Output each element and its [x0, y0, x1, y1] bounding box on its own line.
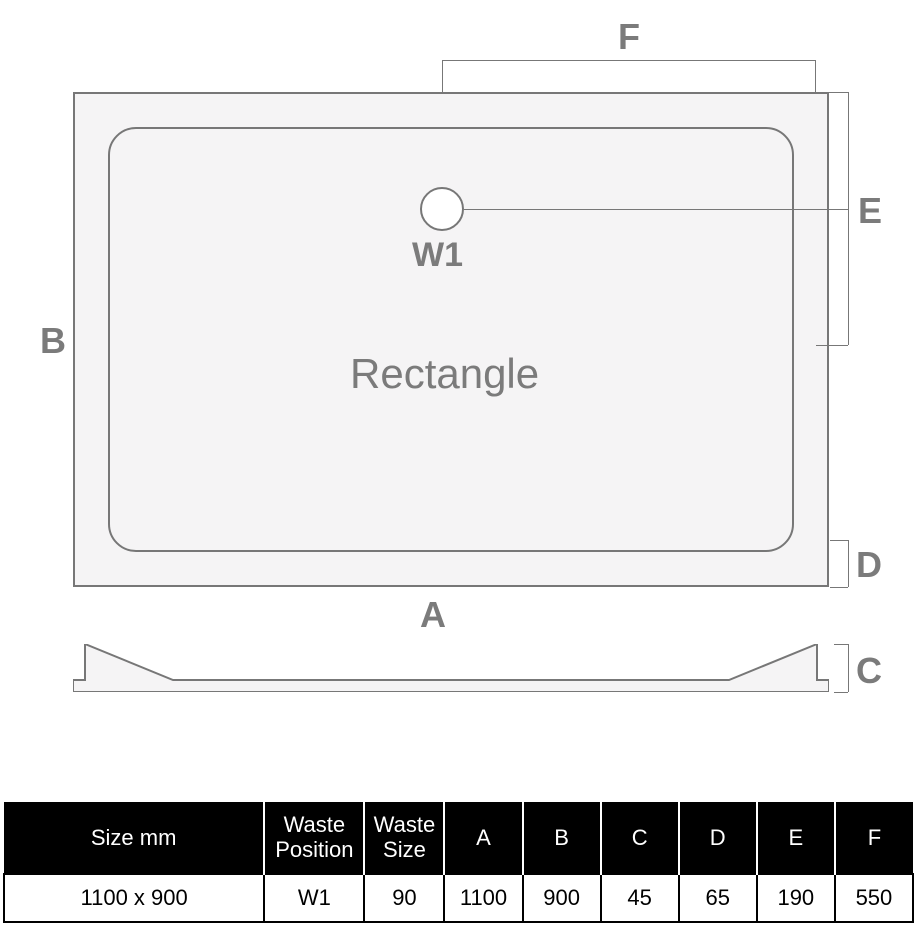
dim-E-tick-bot — [816, 345, 848, 346]
th-C: C — [601, 802, 679, 874]
table-header-row: Size mm Waste Position Waste Size A B C … — [4, 802, 913, 874]
dim-C-tick-bot — [834, 692, 848, 693]
td-C: 45 — [601, 874, 679, 922]
td-waste-size: 90 — [364, 874, 444, 922]
dim-D-line — [848, 540, 849, 587]
dim-label-A: A — [420, 594, 446, 636]
dim-label-E: E — [858, 190, 882, 232]
td-waste-position: W1 — [264, 874, 364, 922]
drain-circle — [420, 187, 464, 231]
dim-F-line — [442, 60, 815, 61]
dim-D-tick-bot — [830, 587, 848, 588]
th-E: E — [757, 802, 835, 874]
td-B: 900 — [523, 874, 601, 922]
td-E: 190 — [757, 874, 835, 922]
td-size: 1100 x 900 — [4, 874, 264, 922]
shape-label: Rectangle — [350, 350, 539, 398]
dim-label-C: C — [856, 650, 882, 692]
dim-E-leader — [464, 209, 848, 210]
td-D: 65 — [679, 874, 757, 922]
dim-F-tick-right — [815, 60, 816, 92]
th-waste-position-text: Waste Position — [275, 812, 353, 863]
table-row: 1100 x 900 W1 90 1100 900 45 65 190 550 — [4, 874, 913, 922]
dim-label-D: D — [856, 544, 882, 586]
td-F: 550 — [835, 874, 913, 922]
th-D: D — [679, 802, 757, 874]
dim-E-tick-top — [816, 92, 848, 93]
dim-label-B: B — [40, 320, 66, 362]
th-waste-size: Waste Size — [364, 802, 444, 874]
th-F: F — [835, 802, 913, 874]
spec-table: Size mm Waste Position Waste Size A B C … — [3, 802, 914, 923]
tray-side-profile — [73, 644, 829, 692]
td-A: 1100 — [444, 874, 522, 922]
dim-label-F: F — [618, 16, 640, 58]
dim-C-tick-top — [834, 644, 848, 645]
waste-label: W1 — [412, 236, 463, 275]
th-waste-position: Waste Position — [264, 802, 364, 874]
th-size: Size mm — [4, 802, 264, 874]
dim-D-tick-top — [830, 540, 848, 541]
th-B: B — [523, 802, 601, 874]
th-waste-size-text: Waste Size — [374, 812, 436, 863]
dim-C-line — [848, 644, 849, 692]
technical-diagram: F W1 Rectangle E D B A C — [0, 0, 920, 780]
th-A: A — [444, 802, 522, 874]
dim-E-line — [848, 92, 849, 345]
